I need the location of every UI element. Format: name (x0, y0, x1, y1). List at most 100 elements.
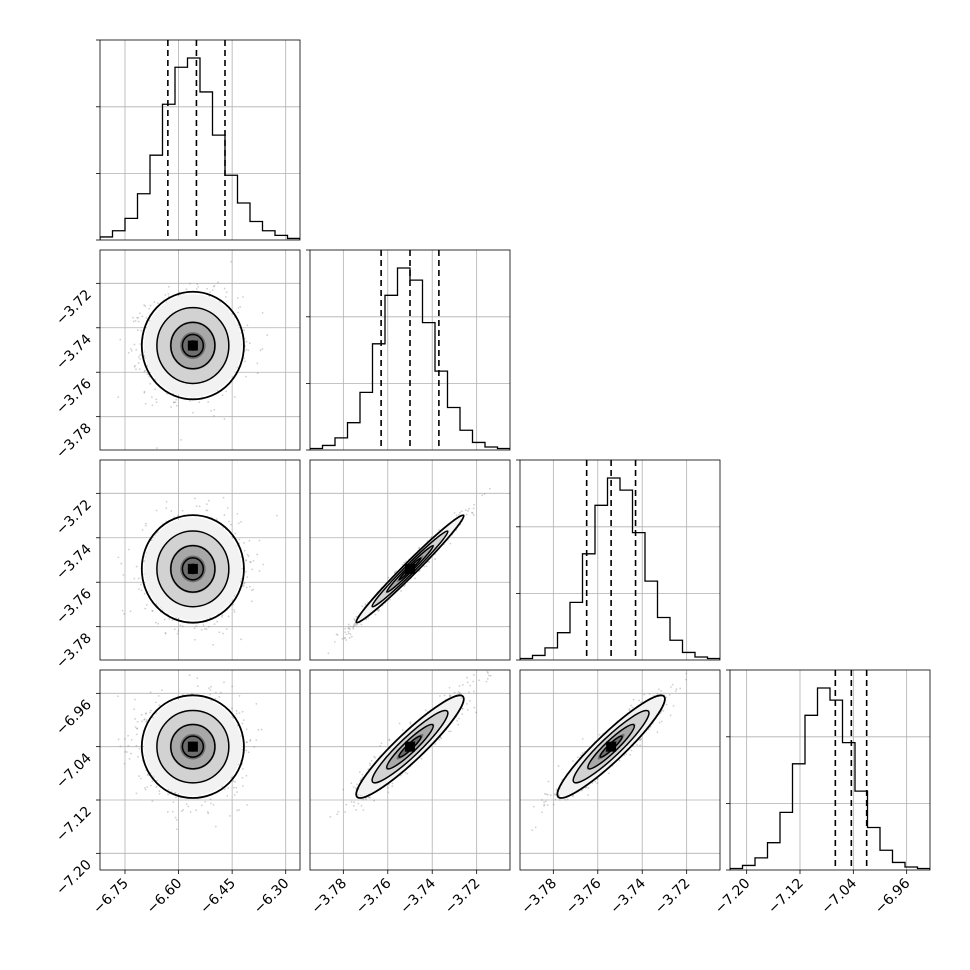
histogram-panel (306, 249, 511, 451)
sample-point (249, 740, 252, 742)
density-panel (309, 459, 511, 663)
sample-point (202, 624, 205, 627)
sample-point (187, 805, 190, 808)
sample-point (133, 343, 136, 346)
sample-point (135, 368, 137, 371)
sample-point (459, 511, 461, 514)
sample-point (151, 610, 154, 612)
sample-point (321, 661, 323, 663)
sample-point (467, 510, 469, 512)
sample-point (344, 636, 347, 639)
sample-point (210, 685, 212, 688)
sample-point (127, 351, 130, 354)
sample-point (347, 630, 350, 633)
sample-point (134, 319, 137, 322)
sample-point (167, 285, 170, 288)
peak-marker (405, 563, 415, 574)
sample-point (230, 523, 232, 526)
sample-point (468, 507, 470, 510)
sample-point (364, 603, 367, 606)
sample-point (245, 749, 248, 752)
sample-point (173, 628, 176, 631)
sample-point (149, 382, 152, 385)
sample-point (236, 809, 239, 812)
sample-point (245, 559, 248, 562)
contour-line (156, 530, 230, 608)
sample-point (425, 565, 428, 568)
sample-point (145, 317, 148, 319)
contour-line (170, 321, 216, 370)
sample-point (195, 809, 198, 812)
sample-point (196, 685, 199, 688)
sample-point (141, 720, 143, 723)
sample-point (243, 582, 245, 585)
sample-point (243, 549, 246, 552)
sample-point (137, 362, 140, 364)
sample-point (225, 628, 228, 630)
sample-point (355, 624, 357, 626)
sample-point (212, 285, 215, 288)
sample-point (143, 391, 146, 394)
sample-point (223, 681, 225, 684)
sample-point (400, 590, 403, 592)
sample-point (207, 625, 210, 628)
sample-point (229, 814, 231, 817)
sample-point (206, 509, 209, 512)
sample-point (173, 401, 175, 404)
sample-point (240, 577, 243, 580)
sample-point (349, 633, 352, 636)
contour-line (181, 557, 205, 581)
sample-point (154, 621, 157, 624)
sample-point (164, 632, 167, 635)
sample-point (155, 401, 158, 404)
sample-point (149, 711, 151, 714)
sample-point (345, 639, 348, 641)
sample-point (403, 585, 406, 588)
sample-point (212, 643, 215, 646)
sample-point (428, 560, 431, 563)
sample-point (133, 365, 136, 368)
sample-point (423, 565, 426, 568)
sample-point (213, 623, 216, 626)
sample-point (137, 356, 140, 359)
sample-point (227, 615, 230, 618)
sample-point (196, 283, 199, 286)
sample-point (249, 560, 251, 563)
sample-point (335, 633, 338, 636)
sample-point (133, 708, 135, 711)
sample-point (430, 535, 433, 538)
sample-point (207, 499, 210, 502)
sample-point (242, 719, 245, 721)
sample-point (247, 349, 250, 352)
sample-point (393, 571, 396, 574)
sample-point (245, 375, 247, 378)
sample-point (244, 570, 247, 573)
sample-point (175, 404, 178, 407)
sample-point (137, 588, 140, 591)
sample-point (472, 507, 475, 510)
sample-point (261, 348, 264, 350)
sample-point (245, 340, 248, 343)
contour-line (170, 544, 216, 593)
sample-point (198, 401, 201, 404)
panel-frame (729, 669, 931, 871)
sample-point (134, 364, 137, 367)
sample-point (352, 625, 355, 628)
sample-point (449, 542, 452, 545)
sample-point (167, 793, 169, 796)
sample-point (389, 598, 391, 601)
sample-point (378, 609, 380, 611)
sample-point (144, 607, 147, 610)
sample-point (151, 716, 154, 719)
sample-point (216, 620, 219, 623)
sample-point (143, 370, 146, 373)
sample-point (252, 559, 255, 562)
sample-point (488, 487, 491, 490)
sample-point (129, 610, 132, 613)
sample-point (138, 775, 140, 777)
sample-point (210, 409, 213, 412)
sample-point (145, 522, 147, 525)
sample-point (241, 567, 244, 570)
sample-point (151, 609, 154, 612)
sample-point (181, 625, 184, 628)
